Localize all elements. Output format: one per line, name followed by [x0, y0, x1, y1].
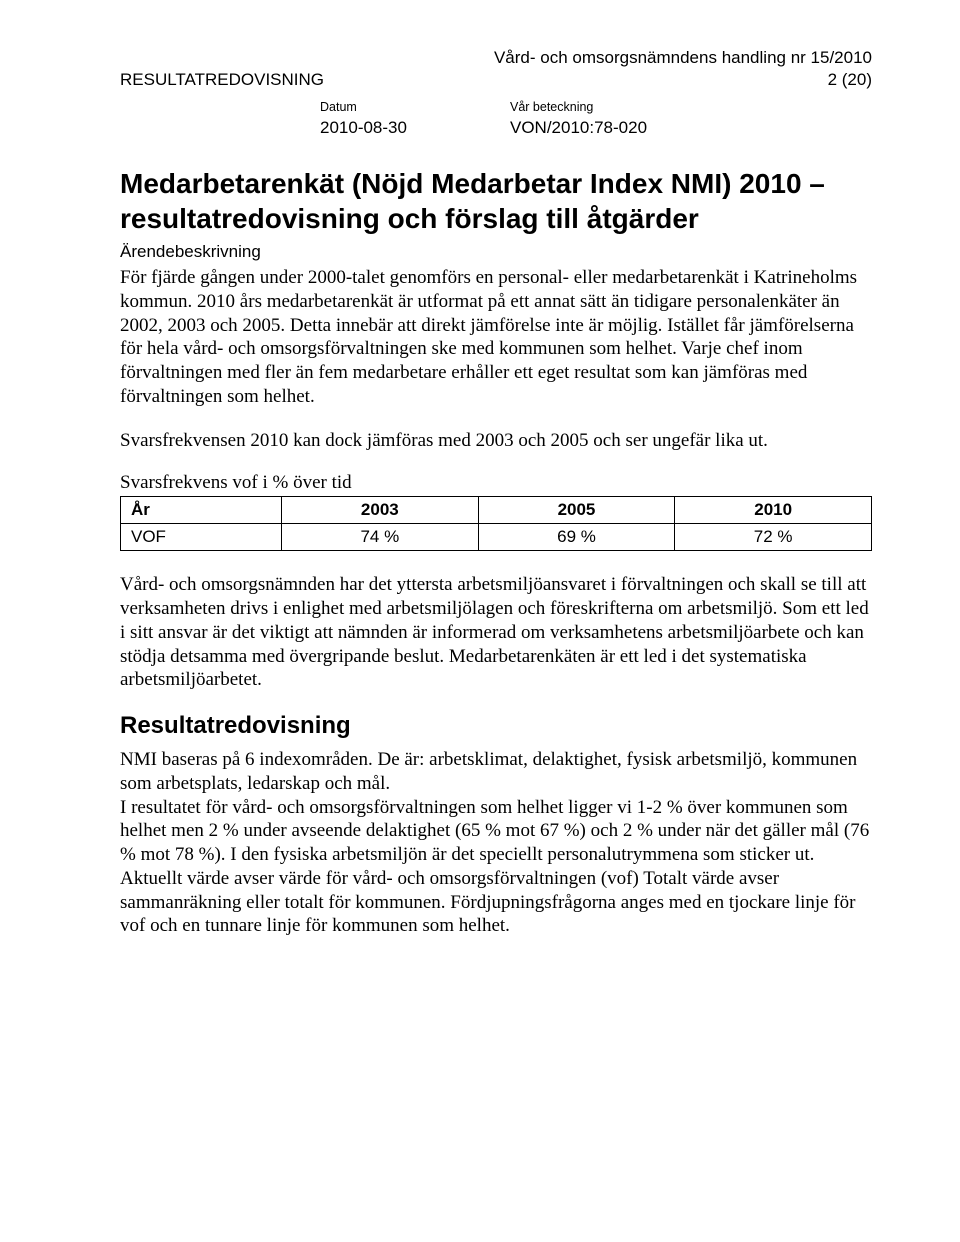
meta-date-value: 2010-08-30: [320, 118, 510, 138]
document-page: Vård- och omsorgsnämndens handling nr 15…: [0, 0, 960, 1242]
section-resultatredovisning: Resultatredovisning: [120, 712, 872, 740]
paragraph-nmi-basis: NMI baseras på 6 indexområden. De är: ar…: [120, 748, 872, 796]
header-row: RESULTATREDOVISNING 2 (20): [120, 70, 872, 90]
document-title: Medarbetarenkät (Nöjd Medarbetar Index N…: [120, 166, 872, 236]
paragraph-svarsfrekvens: Svarsfrekvensen 2010 kan dock jämföras m…: [120, 429, 872, 453]
table-col-2: 2005: [478, 497, 675, 524]
meta-block: Datum Vår beteckning 2010-08-30 VON/2010…: [320, 100, 872, 138]
header-page-number: 2 (20): [828, 70, 872, 90]
table-cell-vof: VOF: [121, 524, 282, 551]
meta-ref-label: Vår beteckning: [510, 100, 593, 114]
table-cell-2003: 74 %: [282, 524, 479, 551]
header-left-label: RESULTATREDOVISNING: [120, 70, 828, 90]
svarsfrekvens-table: År 2003 2005 2010 VOF 74 % 69 % 72 %: [120, 496, 872, 551]
table-header-row: År 2003 2005 2010: [121, 497, 872, 524]
table-cell-2005: 69 %: [478, 524, 675, 551]
meta-date-label: Datum: [320, 100, 510, 114]
paragraph-intro: För fjärde gången under 2000-talet genom…: [120, 266, 872, 409]
table-cell-2010: 72 %: [675, 524, 872, 551]
paragraph-ansvar: Vård- och omsorgsnämnden har det ytterst…: [120, 573, 872, 692]
table-col-0: År: [121, 497, 282, 524]
table-row: VOF 74 % 69 % 72 %: [121, 524, 872, 551]
subheading-arendebeskrivning: Ärendebeskrivning: [120, 242, 872, 262]
table-col-1: 2003: [282, 497, 479, 524]
meta-values-row: 2010-08-30 VON/2010:78-020: [320, 118, 872, 138]
table-caption: Svarsfrekvens vof i % över tid: [120, 472, 872, 494]
header-top-line: Vård- och omsorgsnämndens handling nr 15…: [120, 48, 872, 68]
meta-ref-value: VON/2010:78-020: [510, 118, 647, 138]
table-col-3: 2010: [675, 497, 872, 524]
meta-labels-row: Datum Vår beteckning: [320, 100, 872, 114]
paragraph-resultat: I resultatet för vård- och omsorgsförval…: [120, 796, 872, 939]
